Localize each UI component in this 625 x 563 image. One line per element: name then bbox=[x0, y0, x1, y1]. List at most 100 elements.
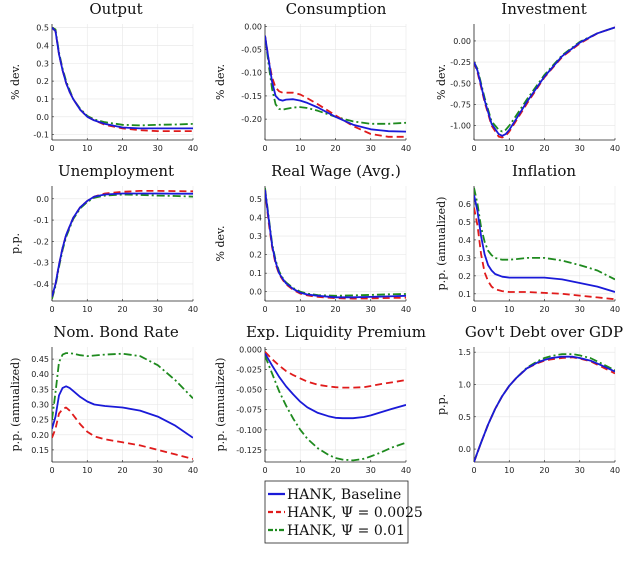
legend: HANK, Baseline HANK, Ψ = 0.0025 HANK, Ψ = … bbox=[264, 480, 423, 544]
y-tick-label: 0.1 bbox=[249, 269, 262, 278]
series-line-1 bbox=[474, 194, 615, 293]
x-tick-label: 0 bbox=[262, 144, 267, 153]
y-tick-label: 0.4 bbox=[458, 236, 471, 245]
x-tick-label: 20 bbox=[117, 466, 127, 475]
y-tick-label: -0.15 bbox=[241, 92, 262, 101]
y-tick-label: -0.1 bbox=[33, 131, 49, 140]
series-line-1 bbox=[474, 355, 615, 463]
x-tick-label: 10 bbox=[504, 144, 514, 153]
panel-title: Investment bbox=[501, 0, 586, 18]
panel-4: 0 10 20 30 40 0.0 -0.1 -0.2 -0.3 -0.4 Unemployment… bbox=[9, 162, 198, 314]
x-tick-label: 10 bbox=[504, 305, 514, 314]
series-line-3 bbox=[265, 35, 406, 125]
series-line-2 bbox=[265, 35, 406, 138]
y-axis-label: % dev. bbox=[214, 64, 227, 100]
y-tick-label: -0.100 bbox=[236, 426, 262, 435]
panels: 0 10 20 30 40 0.5 0.4 0.3 0.2 0.1 0.0 -0.1 Output % d… bbox=[9, 0, 623, 475]
panel-5: 0 10 20 30 40 0.5 0.4 0.3 0.2 0.1 0.0 Real Wage (Av… bbox=[214, 162, 411, 314]
series-line-3 bbox=[474, 187, 615, 281]
x-tick-label: 30 bbox=[366, 466, 376, 475]
y-tick-label: -0.1 bbox=[33, 216, 49, 225]
x-tick-label: 30 bbox=[153, 305, 163, 314]
y-tick-label: 0.0 bbox=[249, 288, 262, 297]
y-tick-label: 0.5 bbox=[458, 218, 471, 227]
panel-8: 0 10 20 30 40 0.000 -0.025 -0.050 -0.075 -0.100 -0… bbox=[214, 323, 426, 475]
y-tick-label: 0.45 bbox=[31, 355, 49, 364]
x-tick-label: 40 bbox=[188, 144, 198, 153]
x-tick-label: 10 bbox=[82, 144, 92, 153]
x-tick-label: 40 bbox=[188, 466, 198, 475]
y-tick-label: 0.3 bbox=[458, 254, 471, 263]
y-tick-label: 0.15 bbox=[31, 446, 49, 455]
legend-label: HANK, Baseline bbox=[287, 487, 401, 503]
x-tick-label: 40 bbox=[610, 466, 620, 475]
y-tick-label: 0.35 bbox=[31, 385, 49, 394]
y-axis-label: p.p. bbox=[9, 233, 22, 254]
panel-title: Unemployment bbox=[58, 162, 174, 180]
x-tick-label: 20 bbox=[539, 305, 549, 314]
series-line-1 bbox=[265, 35, 406, 133]
x-tick-label: 0 bbox=[471, 466, 476, 475]
x-tick-label: 20 bbox=[330, 144, 340, 153]
x-tick-label: 30 bbox=[575, 466, 585, 475]
y-tick-label: 1.0 bbox=[458, 380, 471, 389]
y-tick-label: 0.0 bbox=[36, 113, 49, 122]
x-tick-label: 0 bbox=[49, 144, 54, 153]
y-tick-label: 0.2 bbox=[249, 251, 262, 260]
x-tick-label: 40 bbox=[610, 144, 620, 153]
x-tick-label: 10 bbox=[295, 144, 305, 153]
panel-3: 0 10 20 30 40 0.00 -0.25 -0.50 -0.75 -1.00 Investm… bbox=[435, 0, 620, 153]
series-line-2 bbox=[265, 351, 406, 389]
y-tick-label: 0.4 bbox=[36, 41, 49, 50]
series-line-1 bbox=[52, 26, 193, 130]
series-line-1 bbox=[265, 189, 406, 299]
series-line-2 bbox=[52, 406, 193, 460]
y-tick-label: 0.5 bbox=[36, 24, 49, 33]
y-tick-label: 0.20 bbox=[31, 431, 49, 440]
series-line-1 bbox=[52, 385, 193, 439]
series-line-1 bbox=[265, 352, 406, 420]
panel-6: 0 10 20 30 40 0.6 0.5 0.4 0.3 0.2 0.1 Inflation p.p.… bbox=[435, 162, 620, 314]
series-line-3 bbox=[52, 352, 193, 420]
x-tick-label: 30 bbox=[575, 305, 585, 314]
panel-title: Exp. Liquidity Premium bbox=[246, 323, 426, 341]
x-tick-label: 0 bbox=[262, 305, 267, 314]
y-axis-label: p.p. (annualized) bbox=[214, 358, 227, 452]
y-tick-label: 0.3 bbox=[249, 232, 262, 241]
x-tick-label: 30 bbox=[366, 144, 376, 153]
y-tick-label: 0.000 bbox=[239, 345, 262, 354]
panel-title: Consumption bbox=[286, 0, 387, 18]
x-tick-label: 10 bbox=[82, 466, 92, 475]
series-line-3 bbox=[474, 26, 615, 133]
x-tick-label: 40 bbox=[401, 305, 411, 314]
x-tick-label: 40 bbox=[401, 144, 411, 153]
x-tick-label: 0 bbox=[49, 466, 54, 475]
y-tick-label: -0.050 bbox=[236, 386, 262, 395]
y-tick-label: 0.25 bbox=[31, 416, 49, 425]
panel-title: Real Wage (Avg.) bbox=[271, 162, 401, 180]
x-tick-label: 0 bbox=[471, 144, 476, 153]
y-tick-label: 0.3 bbox=[36, 59, 49, 68]
y-tick-label: -0.2 bbox=[33, 237, 49, 246]
x-tick-label: 40 bbox=[610, 305, 620, 314]
y-tick-label: 1.5 bbox=[458, 348, 471, 357]
y-tick-label: 0.30 bbox=[31, 401, 49, 410]
x-tick-label: 20 bbox=[539, 144, 549, 153]
x-tick-label: 0 bbox=[262, 466, 267, 475]
x-tick-label: 30 bbox=[366, 305, 376, 314]
y-axis-label: p.p. (annualized) bbox=[9, 358, 22, 452]
y-tick-label: 0.5 bbox=[458, 413, 471, 422]
series-line-1 bbox=[52, 192, 193, 297]
y-tick-label: -0.25 bbox=[450, 58, 471, 67]
panel-title: Gov't Debt over GDP bbox=[465, 323, 623, 341]
legend-box bbox=[264, 480, 409, 544]
x-tick-label: 10 bbox=[504, 466, 514, 475]
y-tick-label: -0.125 bbox=[236, 446, 262, 455]
y-tick-label: 0.1 bbox=[458, 290, 471, 299]
panel-title: Inflation bbox=[512, 162, 576, 180]
x-tick-label: 20 bbox=[539, 466, 549, 475]
y-tick-label: 0.0 bbox=[458, 445, 471, 454]
y-tick-label: -0.20 bbox=[241, 115, 262, 124]
x-tick-label: 40 bbox=[188, 305, 198, 314]
